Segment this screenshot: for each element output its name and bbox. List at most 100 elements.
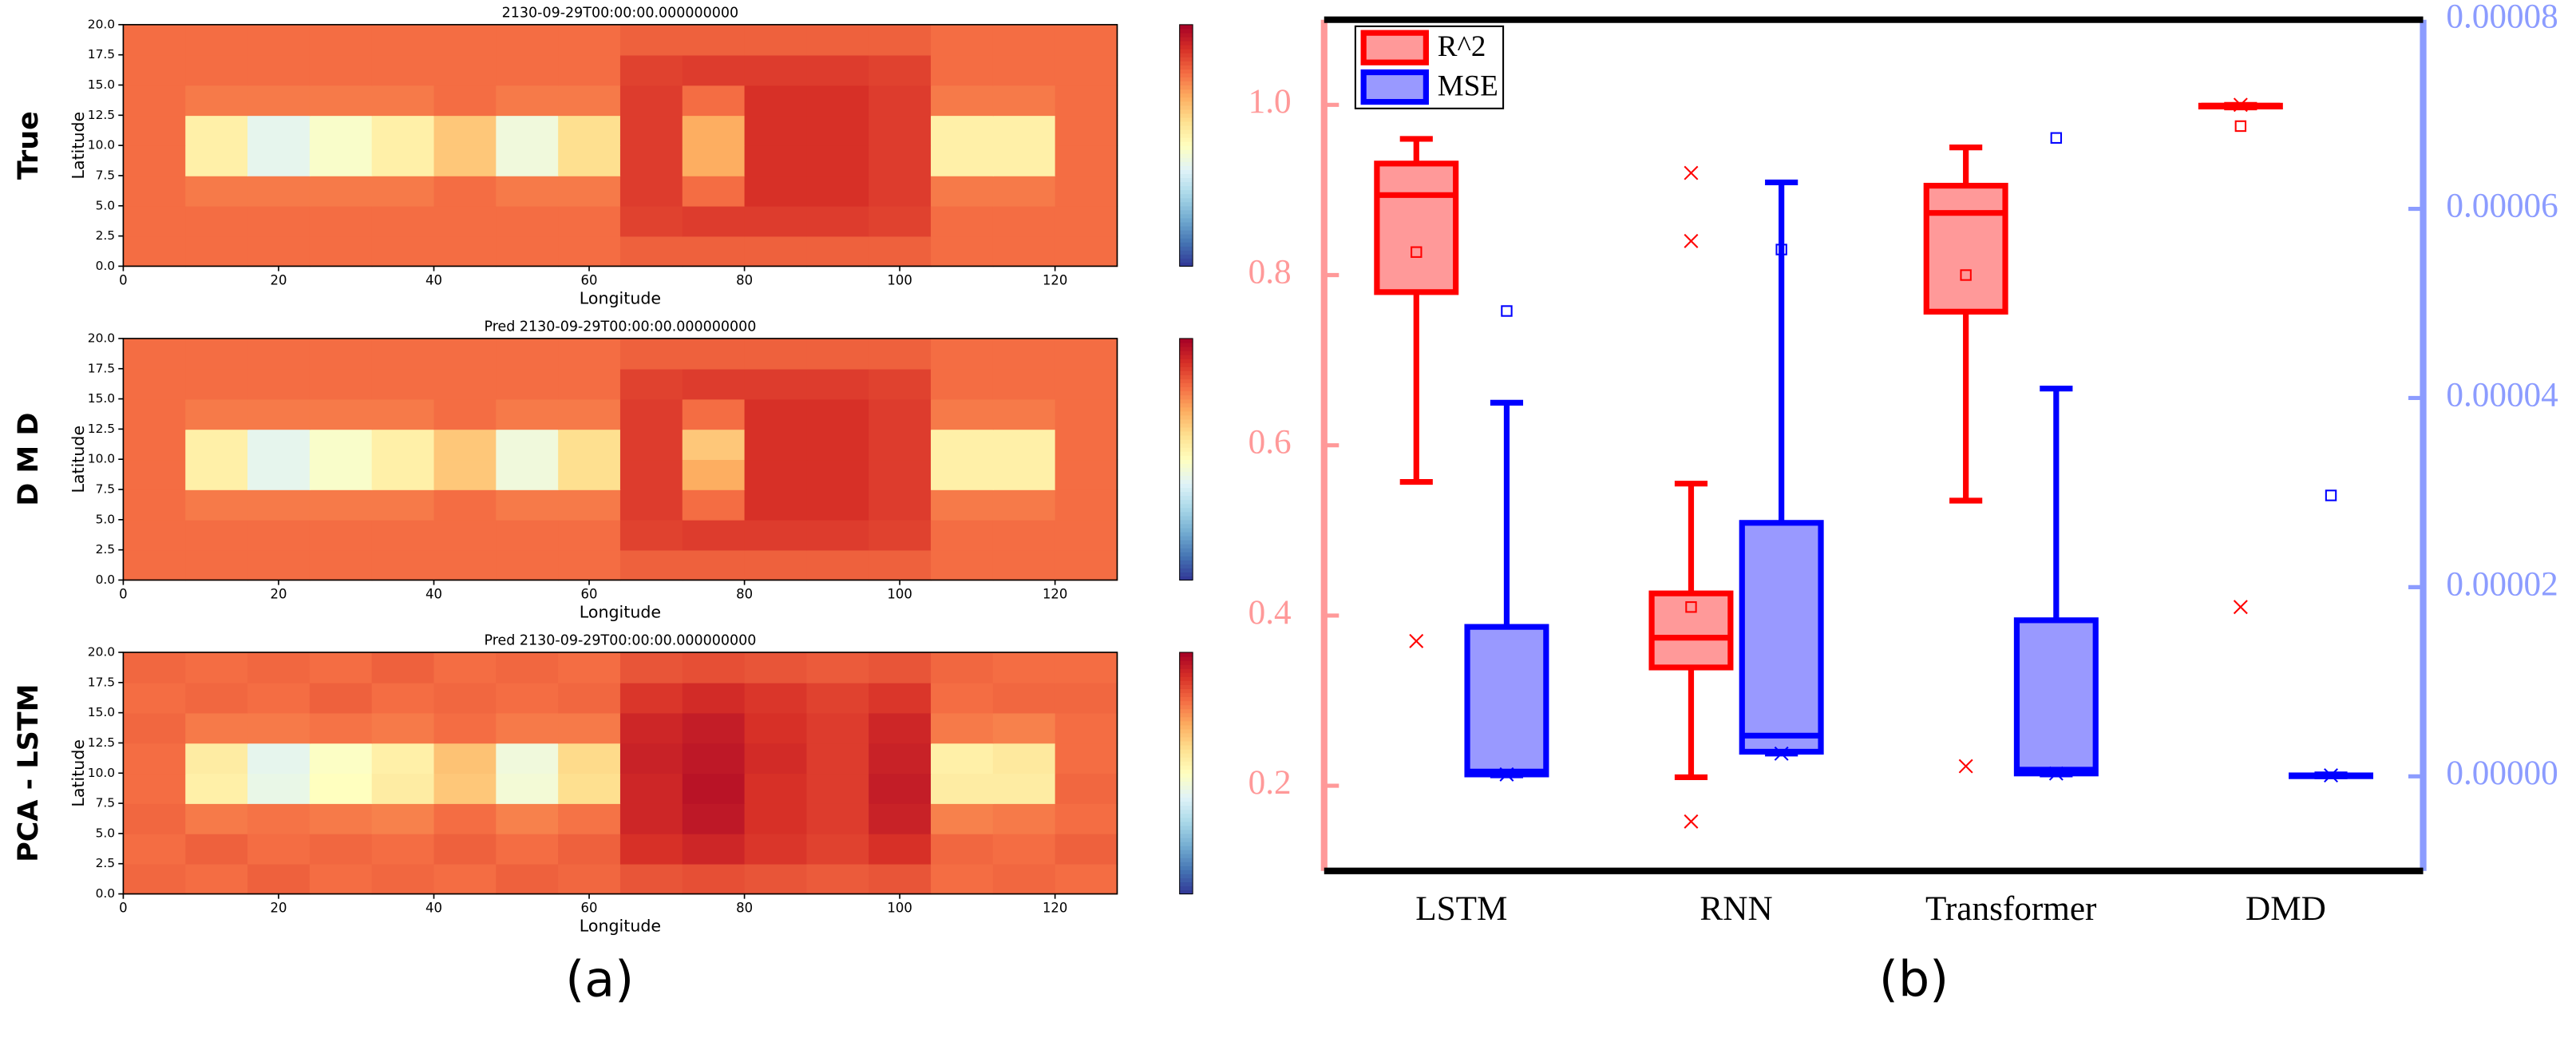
heat-cell [1055, 54, 1118, 86]
heat-cell [433, 519, 497, 551]
heat-cell [869, 863, 932, 895]
heat-cell [682, 398, 746, 430]
heat-cell [371, 549, 435, 581]
heat-cell [558, 519, 621, 551]
heat-cell [744, 489, 808, 521]
heat-cell [619, 519, 683, 551]
heat-cell [682, 145, 746, 176]
heat-cell [123, 743, 187, 775]
heat-cell [185, 549, 248, 581]
colorbar-cell [1179, 169, 1193, 175]
heat-cell [744, 459, 808, 490]
heat-cell [558, 773, 621, 804]
heat-cell [619, 489, 683, 521]
heat-cell [433, 398, 497, 430]
colorbar-cell [1179, 338, 1193, 343]
colorbar-cell [1179, 386, 1193, 392]
heat-cell [433, 54, 497, 86]
heat-cell [869, 743, 932, 775]
heat-cell [744, 652, 808, 683]
heat-cell [247, 54, 311, 86]
heat-cell [123, 145, 187, 176]
colorbar-cell [1179, 117, 1193, 122]
colorbar-cell [1179, 712, 1193, 718]
heat-cell [371, 459, 435, 490]
mean-marker [2234, 120, 2247, 133]
colorbar-cell [1179, 491, 1193, 497]
colorbar-cell [1179, 668, 1193, 673]
colorbar-cell [1179, 443, 1193, 448]
heat-cell [247, 833, 311, 865]
colorbar-cell [1179, 676, 1193, 681]
heat-cell [931, 24, 994, 56]
heat-cell [247, 682, 311, 714]
x-tick-label: 100 [887, 901, 912, 916]
colorbar-cell [1179, 740, 1193, 746]
heat-cell [123, 236, 187, 267]
heat-cell [682, 175, 746, 207]
colorbar-cell [1179, 213, 1193, 219]
colorbar-cell [1179, 430, 1193, 436]
heat-cell [931, 863, 994, 895]
colorbar-cell [1179, 363, 1193, 367]
y-axis-label: Latitude [69, 112, 88, 180]
y-tick-label: 0.4 [1248, 593, 1292, 632]
colorbar-cell [1179, 28, 1193, 34]
colorbar-cell [1179, 850, 1193, 854]
heat-cell [682, 85, 746, 117]
heat-cell [992, 489, 1056, 521]
x-tick-label: 100 [887, 586, 912, 601]
heat-cell [744, 368, 808, 400]
heat-cell [869, 175, 932, 207]
heat-cell [869, 85, 932, 117]
heat-cell [185, 145, 248, 176]
heat-cell [744, 175, 808, 207]
heat-cell [1055, 85, 1118, 117]
heat-cell [371, 338, 435, 370]
colorbar-cell [1179, 749, 1193, 754]
heat-cell [806, 236, 870, 267]
colorbar-cell [1179, 451, 1193, 456]
heat-cell [123, 682, 187, 714]
colorbar-cell [1179, 447, 1193, 452]
colorbar-cell [1179, 846, 1193, 850]
heat-cell [806, 712, 870, 744]
heat-cell [931, 652, 994, 683]
mean-marker [2325, 489, 2337, 501]
heat-cell [682, 338, 746, 370]
heat-cell [931, 54, 994, 86]
heat-cell [619, 85, 683, 117]
heat-cell [806, 489, 870, 521]
heat-cell [931, 145, 994, 176]
y-tick-label: 15.0 [88, 391, 115, 406]
colorbar-cell [1179, 137, 1193, 142]
colorbar-cell [1179, 250, 1193, 255]
colorbar-cell [1179, 32, 1193, 38]
colorbar-cell [1179, 217, 1193, 223]
y-tick-label: 17.5 [88, 675, 115, 689]
heat-cell [371, 145, 435, 176]
heat-cell [992, 459, 1056, 490]
colorbar-cell [1179, 189, 1193, 195]
colorbar-cell [1179, 724, 1193, 730]
heat-cell [682, 489, 746, 521]
heat-cell [992, 236, 1056, 267]
colorbar-cell [1179, 858, 1193, 862]
heat-cell [123, 803, 187, 834]
heat-cell [744, 803, 808, 834]
flier [2048, 766, 2064, 781]
heat-cell [931, 833, 994, 865]
colorbar-cell [1179, 656, 1193, 661]
heat-cell [123, 489, 187, 521]
heat-cell [992, 429, 1056, 461]
colorbar-cell [1179, 821, 1193, 826]
heat-cell [744, 712, 808, 744]
heat-cell [619, 205, 683, 237]
colorbar-cell [1179, 829, 1193, 834]
colorbar-cell [1179, 572, 1193, 577]
heat-cell [496, 519, 559, 551]
colorbar-cell [1179, 61, 1193, 65]
heat-cell [682, 712, 746, 744]
colorbar-cell [1179, 870, 1193, 874]
colorbar-cell [1179, 149, 1193, 154]
